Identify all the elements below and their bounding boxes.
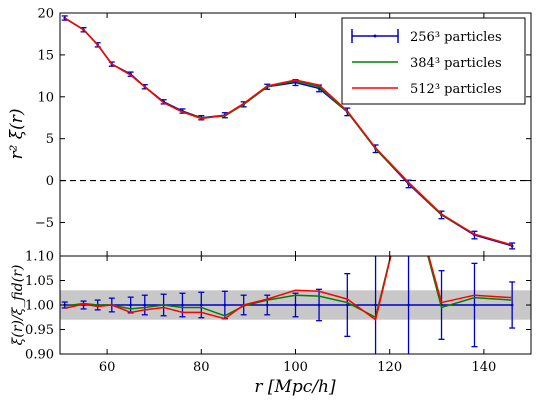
bottom-panel-plot-area [61,256,516,354]
top-y-tick-label: 10 [37,90,54,105]
bottom-y-tick-label: 1.00 [25,299,54,314]
bottom-data-point [129,303,132,307]
bottom-data-point [473,303,476,307]
bottom-data-point [374,303,377,307]
bottom-y-tick-label: 1.05 [25,274,54,289]
axis-ticks: −5 0 5 10 15 20 0.90 0.95 1.00 1.05 1.10 60 80 100 120… [25,7,531,375]
top-y-tick-label: 20 [37,7,54,22]
bottom-data-point [346,303,349,307]
bottom-data-point [510,303,514,307]
bottom-y-tick-label: 1.10 [25,250,54,265]
x-tick-label: 60 [99,360,116,375]
bottom-data-point [265,303,269,307]
top-panel-plot-area [61,15,516,250]
x-tick-label: 80 [193,360,210,375]
legend-label-3: 512³ particles [410,82,502,97]
top-y-tick-label: 5 [46,132,54,147]
legend-box [341,17,526,105]
legend: 256³ particles 384³ particles 512³ particl… [341,17,526,105]
bottom-data-point [181,303,184,307]
bottom-panel-y-axis-label: ξ(r)/ξ_fid(r) [10,265,26,346]
bottom-y-tick-label: 0.95 [25,323,54,338]
x-tick-label: 100 [283,360,308,375]
bottom-data-point [294,303,297,307]
top-y-tick-label: −5 [35,216,54,231]
bottom-data-point [223,303,227,307]
top-series-line-3 [64,17,513,246]
x-tick-label: 140 [471,360,496,375]
legend-marker [373,34,377,38]
bottom-data-point [143,303,147,307]
bottom-data-point [407,303,410,307]
bottom-data-point [200,303,203,307]
top-y-tick-label: 0 [46,174,54,189]
top-data-point [294,81,297,84]
bottom-data-point [317,303,321,307]
bottom-series-line-3 [64,256,513,321]
legend-label-2: 384³ particles [410,56,502,71]
top-panel-y-axis-label: r² ξ(r) [7,108,27,159]
x-axis-label: r [Mpc/h] [254,377,336,397]
legend-label-1: 256³ particles [410,30,502,45]
top-y-tick-label: 15 [37,48,54,63]
x-tick-label: 120 [377,360,402,375]
bottom-y-tick-label: 0.90 [25,348,54,363]
